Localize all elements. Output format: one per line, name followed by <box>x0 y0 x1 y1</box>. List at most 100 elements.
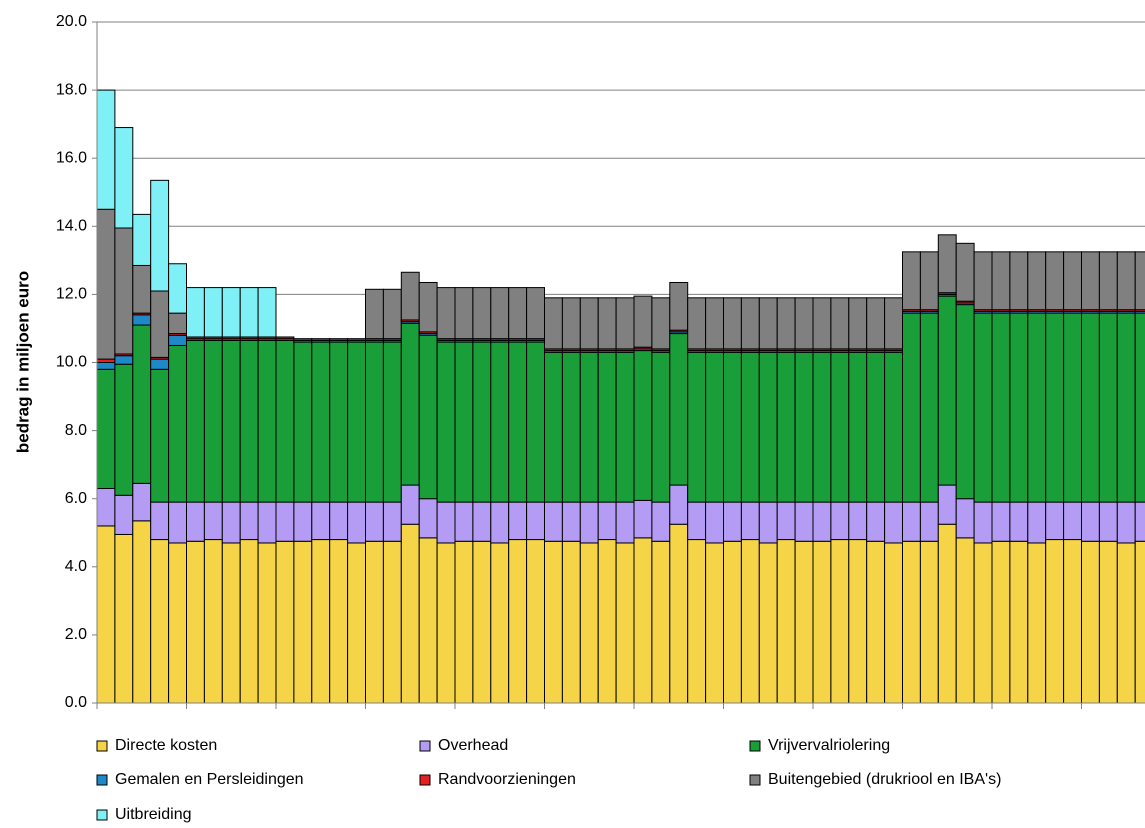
bar-segment <box>382 501 402 542</box>
bar-segment <box>723 351 742 503</box>
bar-segment <box>1134 540 1145 704</box>
bar-segment <box>490 341 510 503</box>
bar-segment <box>812 351 832 503</box>
bar-segment <box>257 339 277 503</box>
bar-segment <box>275 540 295 704</box>
bar-segment <box>597 351 617 503</box>
bar-segment <box>848 539 868 704</box>
bar-segment <box>329 341 349 503</box>
bar-segment <box>812 297 832 350</box>
bar-segment <box>132 314 152 326</box>
bar-segment <box>1116 251 1136 311</box>
y-tick-label: 16.0 <box>56 149 87 166</box>
legend-label: Overhead <box>438 737 508 754</box>
bar-segment <box>561 297 581 350</box>
bar-segment <box>651 297 671 350</box>
bar-segment <box>239 501 259 541</box>
bar-segment <box>490 287 510 340</box>
bar-segment <box>96 487 116 527</box>
bar-segment <box>239 339 259 503</box>
bar-segment <box>508 341 528 503</box>
bar-segment <box>812 501 832 542</box>
bar-segment <box>132 324 152 484</box>
bar-segment <box>1045 539 1065 704</box>
bar-segment <box>472 540 492 704</box>
bar-segment <box>526 341 545 503</box>
bar-segment <box>633 295 653 348</box>
bar-segment <box>526 287 545 340</box>
bar-segment <box>723 297 742 350</box>
bar-segment <box>830 297 850 350</box>
bar-segment <box>937 523 957 704</box>
bar-segment <box>776 351 796 503</box>
legend-label: Gemalen en Persleidingen <box>115 771 304 788</box>
bar-segment <box>96 362 116 370</box>
bar-segment <box>293 501 313 542</box>
y-tick-label: 10.0 <box>56 354 87 371</box>
bar-segment <box>1116 312 1136 503</box>
bar-segment <box>884 351 903 503</box>
bar-segment <box>848 501 868 541</box>
bar-segment <box>955 242 975 302</box>
bar-segment <box>150 179 170 292</box>
bar-segment <box>257 501 277 544</box>
y-tick-label: 2.0 <box>65 626 87 643</box>
bar-segment <box>508 539 528 704</box>
bar-segment <box>96 358 116 364</box>
bar-segment <box>347 542 367 704</box>
legend-label: Vrijvervalriolering <box>768 737 890 754</box>
bar-segment <box>114 363 134 496</box>
bar-segment <box>311 341 331 503</box>
bar-segment <box>400 484 420 525</box>
legend-label: Directe kosten <box>115 737 217 754</box>
bar-segment <box>991 501 1011 542</box>
bar-segment <box>991 540 1011 704</box>
bar-segment <box>168 312 188 335</box>
bar-segment <box>633 499 653 539</box>
bar-segment <box>669 281 689 331</box>
y-tick-label: 14.0 <box>56 218 87 235</box>
bar-segment <box>1134 312 1145 503</box>
bar-segment <box>1098 251 1118 311</box>
bar-segment <box>221 542 241 704</box>
bar-segment <box>347 501 367 544</box>
bar-segment <box>740 501 760 541</box>
bar-segment <box>186 287 205 338</box>
bar-segment <box>830 501 850 541</box>
bar-segment <box>382 341 402 503</box>
bar-segment <box>239 287 259 338</box>
bar-segment <box>114 127 134 229</box>
bar-segment <box>1116 501 1136 544</box>
bar-segment <box>687 539 707 704</box>
bar-segment <box>902 501 921 542</box>
bar-segment <box>472 287 492 340</box>
bar-segment <box>544 351 563 503</box>
bar-segment <box>884 542 903 704</box>
bar-segment <box>758 542 778 704</box>
bar-segment <box>436 341 456 503</box>
bar-segment <box>812 540 832 704</box>
bar-segment <box>1063 539 1082 704</box>
bar-segment <box>884 297 903 350</box>
bar-segment <box>973 312 993 503</box>
bar-segment <box>758 351 778 503</box>
bar-segment <box>705 501 724 544</box>
bar-segment <box>186 339 205 503</box>
bar-segment <box>293 338 313 341</box>
bar-segment <box>168 501 188 544</box>
bar-segment <box>436 287 456 340</box>
bar-segment <box>830 351 850 503</box>
bar-segment <box>418 281 438 333</box>
bar-segment <box>150 358 170 370</box>
bar-segment <box>472 341 492 503</box>
bar-segment <box>794 351 814 503</box>
bar-segment <box>96 208 116 360</box>
bar-segment <box>1045 501 1065 541</box>
bar-segment <box>794 297 814 350</box>
bar-segment <box>1063 501 1082 541</box>
bar-segment <box>114 355 134 365</box>
legend-label: Buitengebied (drukriool en IBA's) <box>768 771 1001 788</box>
y-tick-label: 6.0 <box>65 490 87 507</box>
bar-segment <box>347 341 367 503</box>
